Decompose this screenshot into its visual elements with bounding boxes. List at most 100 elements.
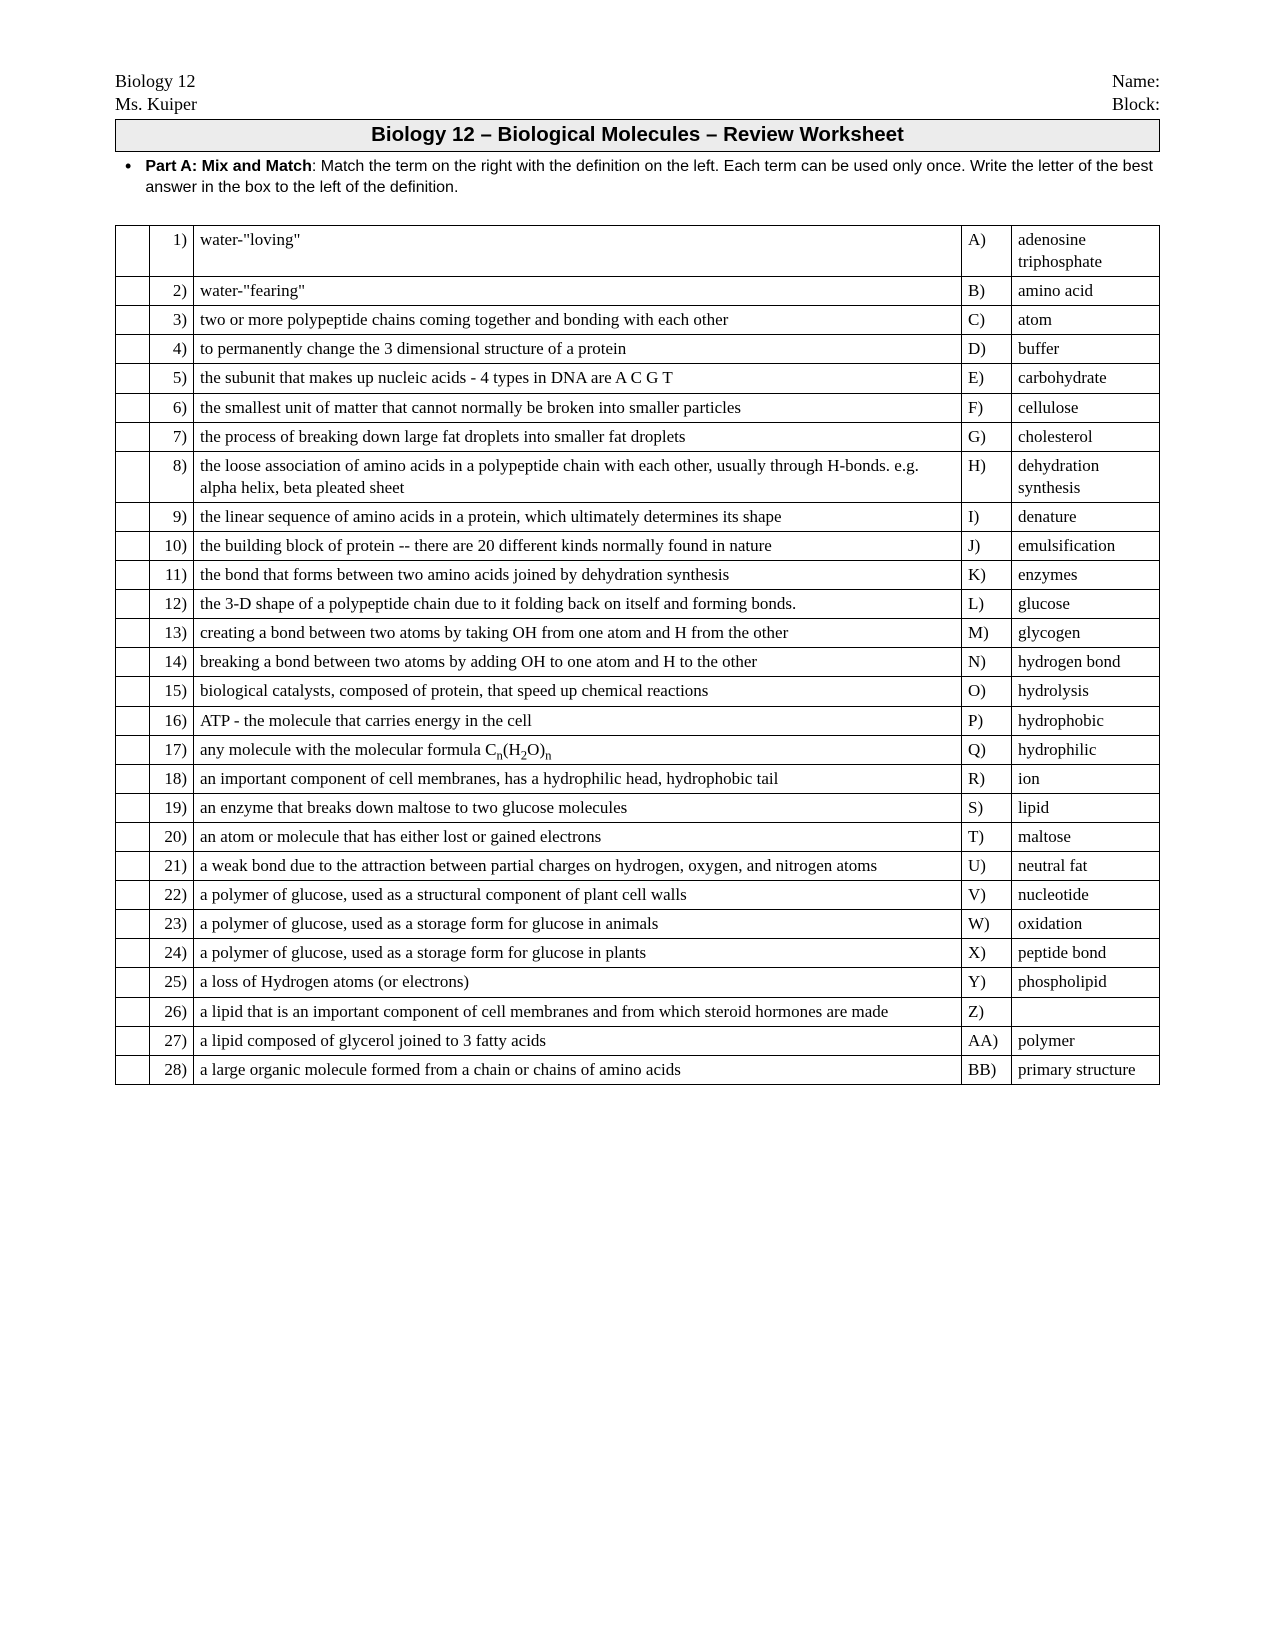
teacher-label: Ms. Kuiper: [115, 93, 197, 116]
term-letter: T): [962, 822, 1012, 851]
answer-box[interactable]: [116, 393, 150, 422]
answer-box[interactable]: [116, 677, 150, 706]
answer-box[interactable]: [116, 306, 150, 335]
term-cell: oxidation: [1012, 910, 1160, 939]
item-number: 25): [150, 968, 194, 997]
term-cell: [1012, 997, 1160, 1026]
term-letter: P): [962, 706, 1012, 735]
definition-cell: to permanently change the 3 dimensional …: [194, 335, 962, 364]
term-letter: S): [962, 793, 1012, 822]
term-cell: hydrophobic: [1012, 706, 1160, 735]
term-cell: hydrolysis: [1012, 677, 1160, 706]
definition-cell: a weak bond due to the attraction betwee…: [194, 852, 962, 881]
answer-box[interactable]: [116, 881, 150, 910]
header-row-2: Ms. Kuiper Block:: [115, 93, 1160, 116]
table-row: 1)water-"loving"A)adenosine triphosphate: [116, 225, 1160, 276]
answer-box[interactable]: [116, 619, 150, 648]
definition-cell: the smallest unit of matter that cannot …: [194, 393, 962, 422]
answer-box[interactable]: [116, 422, 150, 451]
answer-box[interactable]: [116, 822, 150, 851]
definition-cell: two or more polypeptide chains coming to…: [194, 306, 962, 335]
term-letter: D): [962, 335, 1012, 364]
definition-cell: an enzyme that breaks down maltose to tw…: [194, 793, 962, 822]
answer-box[interactable]: [116, 502, 150, 531]
term-letter: J): [962, 532, 1012, 561]
table-row: 27)a lipid composed of glycerol joined t…: [116, 1026, 1160, 1055]
definition-cell: creating a bond between two atoms by tak…: [194, 619, 962, 648]
answer-box[interactable]: [116, 277, 150, 306]
answer-box[interactable]: [116, 735, 150, 764]
term-letter: Z): [962, 997, 1012, 1026]
term-letter: U): [962, 852, 1012, 881]
worksheet-title: Biology 12 – Biological Molecules – Revi…: [115, 119, 1160, 152]
term-letter: X): [962, 939, 1012, 968]
term-cell: cellulose: [1012, 393, 1160, 422]
definition-cell: any molecule with the molecular formula …: [194, 735, 962, 764]
name-label: Name:: [1112, 70, 1160, 93]
term-letter: A): [962, 225, 1012, 276]
answer-box[interactable]: [116, 764, 150, 793]
table-row: 11)the bond that forms between two amino…: [116, 561, 1160, 590]
definition-cell: biological catalysts, composed of protei…: [194, 677, 962, 706]
item-number: 22): [150, 881, 194, 910]
answer-box[interactable]: [116, 793, 150, 822]
answer-box[interactable]: [116, 364, 150, 393]
worksheet-page: Biology 12 Name: Ms. Kuiper Block: Biolo…: [0, 0, 1275, 1650]
definition-cell: the building block of protein -- there a…: [194, 532, 962, 561]
answer-box[interactable]: [116, 1055, 150, 1084]
definition-cell: the linear sequence of amino acids in a …: [194, 502, 962, 531]
term-cell: emulsification: [1012, 532, 1160, 561]
term-cell: amino acid: [1012, 277, 1160, 306]
term-letter: C): [962, 306, 1012, 335]
term-cell: phospholipid: [1012, 968, 1160, 997]
definition-cell: the 3-D shape of a polypeptide chain due…: [194, 590, 962, 619]
answer-box[interactable]: [116, 968, 150, 997]
definition-cell: the process of breaking down large fat d…: [194, 422, 962, 451]
table-row: 26)a lipid that is an important componen…: [116, 997, 1160, 1026]
answer-box[interactable]: [116, 590, 150, 619]
definition-cell: a loss of Hydrogen atoms (or electrons): [194, 968, 962, 997]
item-number: 21): [150, 852, 194, 881]
term-letter: B): [962, 277, 1012, 306]
table-row: 10)the building block of protein -- ther…: [116, 532, 1160, 561]
table-row: 13)creating a bond between two atoms by …: [116, 619, 1160, 648]
term-cell: hydrogen bond: [1012, 648, 1160, 677]
term-letter: I): [962, 502, 1012, 531]
answer-box[interactable]: [116, 451, 150, 502]
item-number: 15): [150, 677, 194, 706]
answer-box[interactable]: [116, 852, 150, 881]
answer-box[interactable]: [116, 561, 150, 590]
answer-box[interactable]: [116, 706, 150, 735]
table-row: 22)a polymer of glucose, used as a struc…: [116, 881, 1160, 910]
table-row: 4)to permanently change the 3 dimensiona…: [116, 335, 1160, 364]
definition-cell: a lipid that is an important component o…: [194, 997, 962, 1026]
answer-box[interactable]: [116, 532, 150, 561]
table-row: 21)a weak bond due to the attraction bet…: [116, 852, 1160, 881]
answer-box[interactable]: [116, 910, 150, 939]
item-number: 18): [150, 764, 194, 793]
table-row: 12)the 3-D shape of a polypeptide chain …: [116, 590, 1160, 619]
mix-match-table: 1)water-"loving"A)adenosine triphosphate…: [115, 225, 1160, 1085]
item-number: 5): [150, 364, 194, 393]
term-letter: R): [962, 764, 1012, 793]
answer-box[interactable]: [116, 648, 150, 677]
answer-box[interactable]: [116, 225, 150, 276]
answer-box[interactable]: [116, 939, 150, 968]
answer-box[interactable]: [116, 997, 150, 1026]
term-cell: atom: [1012, 306, 1160, 335]
term-cell: primary structure: [1012, 1055, 1160, 1084]
item-number: 8): [150, 451, 194, 502]
bullet-icon: •: [125, 156, 131, 178]
item-number: 11): [150, 561, 194, 590]
term-cell: hydrophilic: [1012, 735, 1160, 764]
item-number: 10): [150, 532, 194, 561]
answer-box[interactable]: [116, 1026, 150, 1055]
term-cell: denature: [1012, 502, 1160, 531]
definition-cell: a polymer of glucose, used as a storage …: [194, 939, 962, 968]
term-letter: M): [962, 619, 1012, 648]
definition-cell: breaking a bond between two atoms by add…: [194, 648, 962, 677]
table-row: 23)a polymer of glucose, used as a stora…: [116, 910, 1160, 939]
item-number: 27): [150, 1026, 194, 1055]
table-row: 14)breaking a bond between two atoms by …: [116, 648, 1160, 677]
answer-box[interactable]: [116, 335, 150, 364]
